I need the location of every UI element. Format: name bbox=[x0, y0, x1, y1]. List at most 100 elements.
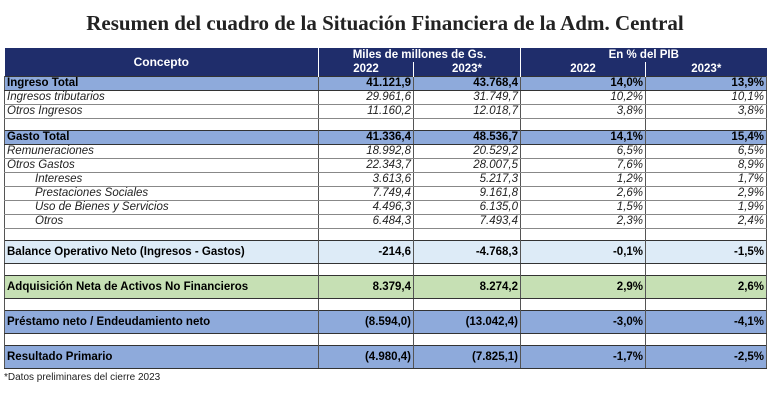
value-cell: 18.992,8 bbox=[318, 144, 414, 159]
value-cell: 10,1% bbox=[645, 90, 768, 105]
header-year: 2022 bbox=[520, 62, 646, 77]
table-row: Gasto Total 41.336,4 48.536,7 14,1% 15,4% bbox=[4, 130, 768, 145]
value-cell: -1,5% bbox=[645, 240, 768, 264]
value-cell: 3,8% bbox=[645, 104, 768, 119]
row-label: Resultado Primario bbox=[4, 345, 319, 369]
value-cell: 2,4% bbox=[645, 214, 768, 229]
spacer-cell bbox=[413, 333, 522, 346]
spacer-cell bbox=[318, 228, 414, 241]
row-label: Adquisición Neta de Activos No Financier… bbox=[4, 275, 319, 299]
table-body: Ingreso Total 41.121,9 43.768,4 14,0% 13,9% I… bbox=[4, 76, 768, 369]
value-cell: 12.018,7 bbox=[412, 104, 521, 119]
spacer-cell bbox=[4, 118, 319, 131]
spacer-row bbox=[4, 228, 768, 241]
spacer-cell bbox=[318, 298, 414, 311]
value-cell: -4.768,3 bbox=[412, 240, 521, 264]
financial-summary-table: Concepto Miles de millones de Gs. En % d… bbox=[4, 48, 768, 369]
spacer-cell bbox=[645, 263, 768, 276]
spacer-cell bbox=[413, 118, 522, 131]
value-cell: 2,6% bbox=[645, 275, 768, 299]
value-cell: 3.613,6 bbox=[318, 172, 414, 187]
header-miles-millones: Miles de millones de Gs. bbox=[317, 48, 521, 62]
table-wrapper: Concepto Miles de millones de Gs. En % d… bbox=[4, 48, 768, 384]
spacer-cell bbox=[4, 333, 319, 346]
table-row: Otros Gastos 22.343,7 28.007,5 7,6% 8,9% bbox=[4, 158, 768, 173]
spacer-row bbox=[4, 263, 768, 276]
value-cell: 7.749,4 bbox=[318, 186, 414, 201]
value-cell: 15,4% bbox=[645, 130, 768, 145]
value-cell: -2,5% bbox=[645, 345, 768, 369]
row-label: Prestaciones Sociales bbox=[4, 186, 319, 201]
value-cell: 14,0% bbox=[520, 76, 646, 91]
page-title: Resumen del cuadro de la Situación Finan… bbox=[86, 11, 684, 35]
value-cell: 41.121,9 bbox=[318, 76, 414, 91]
value-cell: 14,1% bbox=[520, 130, 646, 145]
row-label: Ingreso Total bbox=[4, 76, 319, 91]
value-cell: -1,7% bbox=[520, 345, 646, 369]
spacer-cell bbox=[413, 228, 522, 241]
value-cell: 9.161,8 bbox=[412, 186, 521, 201]
header-year: 2023* bbox=[645, 62, 767, 77]
spacer-cell bbox=[520, 333, 647, 346]
table-row: Intereses 3.613,6 5.217,3 1,2% 1,7% bbox=[4, 172, 768, 187]
value-cell: (7.825,1) bbox=[412, 345, 521, 369]
spacer-cell bbox=[520, 118, 647, 131]
header-year: 2023* bbox=[412, 62, 521, 77]
value-cell: -3,0% bbox=[520, 310, 646, 334]
value-cell: 6.484,3 bbox=[318, 214, 414, 229]
value-cell: 3,8% bbox=[520, 104, 646, 119]
value-cell: 1,9% bbox=[645, 200, 768, 215]
row-label: Gasto Total bbox=[4, 130, 319, 145]
spacer-cell bbox=[318, 118, 414, 131]
value-cell: 22.343,7 bbox=[318, 158, 414, 173]
value-cell: 6,5% bbox=[645, 144, 768, 159]
row-label: Remuneraciones bbox=[4, 144, 319, 159]
row-label: Uso de Bienes y Servicios bbox=[4, 200, 319, 215]
value-cell: 41.336,4 bbox=[318, 130, 414, 145]
table-row: Préstamo neto / Endeudamiento neto (8.594… bbox=[4, 310, 768, 334]
row-label: Otros bbox=[4, 214, 319, 229]
value-cell: 8.379,4 bbox=[318, 275, 414, 299]
value-cell: 7.493,4 bbox=[412, 214, 521, 229]
table-row: Otros 6.484,3 7.493,4 2,3% 2,4% bbox=[4, 214, 768, 229]
value-cell: -4,1% bbox=[645, 310, 768, 334]
value-cell: 2,9% bbox=[645, 186, 768, 201]
value-cell: 5.217,3 bbox=[412, 172, 521, 187]
value-cell: 20.529,2 bbox=[412, 144, 521, 159]
value-cell: -0,1% bbox=[520, 240, 646, 264]
value-cell: 2,6% bbox=[520, 186, 646, 201]
spacer-cell bbox=[645, 298, 768, 311]
value-cell: (4.980,4) bbox=[318, 345, 414, 369]
spacer-cell bbox=[4, 228, 319, 241]
table-row: Remuneraciones 18.992,8 20.529,2 6,5% 6,5% bbox=[4, 144, 768, 159]
spacer-cell bbox=[645, 333, 768, 346]
value-cell: 6.135,0 bbox=[412, 200, 521, 215]
spacer-cell bbox=[318, 333, 414, 346]
row-label: Intereses bbox=[4, 172, 319, 187]
value-cell: 13,9% bbox=[645, 76, 768, 91]
value-cell: 2,9% bbox=[520, 275, 646, 299]
value-cell: 1,7% bbox=[645, 172, 768, 187]
value-cell: 4.496,3 bbox=[318, 200, 414, 215]
row-label: Ingresos tributarios bbox=[4, 90, 319, 105]
table-row: Adquisición Neta de Activos No Financier… bbox=[4, 275, 768, 299]
value-cell: 11.160,2 bbox=[318, 104, 414, 119]
value-cell: 8.274,2 bbox=[412, 275, 521, 299]
value-cell: 10,2% bbox=[520, 90, 646, 105]
value-cell: 31.749,7 bbox=[412, 90, 521, 105]
spacer-cell bbox=[645, 118, 768, 131]
value-cell: (13.042,4) bbox=[412, 310, 521, 334]
table-row: Balance Operativo Neto (Ingresos - Gasto… bbox=[4, 240, 768, 264]
value-cell: 1,2% bbox=[520, 172, 646, 187]
table-row: Prestaciones Sociales 7.749,4 9.161,8 2,6% 2… bbox=[4, 186, 768, 201]
spacer-cell bbox=[4, 298, 319, 311]
value-cell: 48.536,7 bbox=[412, 130, 521, 145]
value-cell: 28.007,5 bbox=[412, 158, 521, 173]
value-cell: -214,6 bbox=[318, 240, 414, 264]
value-cell: 1,5% bbox=[520, 200, 646, 215]
row-label: Otros Gastos bbox=[4, 158, 319, 173]
spacer-cell bbox=[520, 298, 647, 311]
spacer-cell bbox=[520, 228, 647, 241]
value-cell: 6,5% bbox=[520, 144, 646, 159]
spacer-cell bbox=[4, 263, 319, 276]
